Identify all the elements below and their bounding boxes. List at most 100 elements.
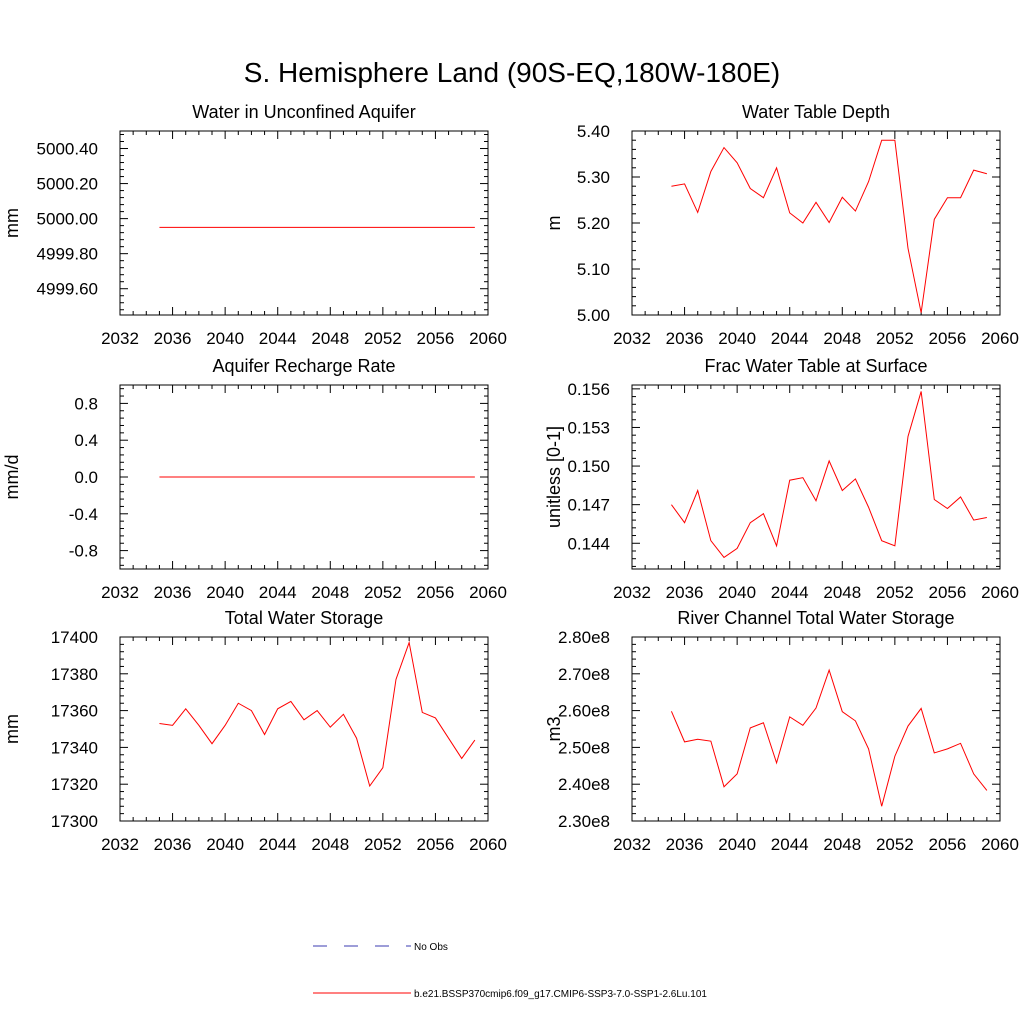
x-tick-label: 2056	[929, 329, 967, 348]
y-tick-label: 0.150	[567, 457, 610, 476]
y-tick-label: 0.147	[567, 496, 610, 515]
y-tick-label: 17300	[51, 812, 98, 831]
series-line-model	[159, 640, 476, 788]
y-tick-label: 0.153	[567, 418, 610, 437]
x-tick-label: 2036	[154, 329, 192, 348]
chart-title: Water Table Depth	[742, 102, 890, 122]
plot-frame	[631, 384, 1001, 570]
chart-panel-3: Aquifer Recharge Rate 2032 2036 2040 2044 204…	[2, 356, 507, 602]
chart-panel-2: Water Table Depth 2032 2036 2040 2044 2048 205…	[544, 102, 1019, 348]
y-tick-label: 5.10	[577, 260, 610, 279]
y-tick-label: 2.70e8	[558, 665, 610, 684]
y-tick-label: 5000.00	[37, 210, 98, 229]
x-tick-label: 2044	[771, 583, 809, 602]
x-tick-label: 2040	[206, 583, 244, 602]
x-tick-label: 2052	[364, 329, 402, 348]
x-tick-label: 2036	[154, 583, 192, 602]
x-tick-label: 2052	[876, 583, 914, 602]
plot-frame	[119, 130, 489, 316]
y-tick-label: 0.156	[567, 380, 610, 399]
x-tick-label: 2052	[364, 583, 402, 602]
x-tick-label: 2052	[876, 329, 914, 348]
figure-title: S. Hemisphere Land (90S-EQ,180W-180E)	[244, 57, 780, 88]
chart-panel-1: Water in Unconfined Aquifer 2032 2036 2040 2…	[2, 102, 507, 348]
x-tick-label: 2060	[469, 583, 507, 602]
x-tick-label: 2056	[417, 329, 455, 348]
y-tick-label: 17320	[51, 775, 98, 794]
x-tick-label: 2048	[311, 583, 349, 602]
y-tick-label: 5000.40	[37, 140, 98, 159]
y-axis-label: mm	[2, 714, 22, 744]
x-tick-label: 2056	[417, 835, 455, 854]
y-tick-label: 2.50e8	[558, 738, 610, 757]
y-tick-label: 2.80e8	[558, 628, 610, 647]
x-tick-label: 2052	[876, 835, 914, 854]
chart-title: Frac Water Table at Surface	[704, 356, 927, 376]
x-tick-label: 2060	[469, 329, 507, 348]
y-tick-label: 0.4	[74, 431, 98, 450]
x-tick-label: 2036	[666, 329, 704, 348]
y-tick-label: 4999.60	[37, 280, 98, 299]
x-tick-label: 2056	[929, 835, 967, 854]
y-tick-label: 2.40e8	[558, 775, 610, 794]
y-tick-label: 5000.20	[37, 175, 98, 194]
x-tick-label: 2044	[771, 329, 809, 348]
series-line-model	[671, 139, 987, 313]
y-tick-label: 2.30e8	[558, 812, 610, 831]
x-tick-label: 2056	[417, 583, 455, 602]
chart-panel-5: Total Water Storage 2032 2036 2040 2044 2048 2…	[2, 608, 507, 854]
x-tick-label: 2040	[206, 329, 244, 348]
y-tick-label: 4999.80	[37, 245, 98, 264]
x-tick-label: 2044	[259, 835, 297, 854]
y-axis-label: m3	[544, 716, 564, 741]
y-tick-label: 0.0	[74, 468, 98, 487]
x-tick-label: 2048	[311, 329, 349, 348]
y-axis-label: unitless [0-1]	[544, 426, 564, 528]
y-tick-label: -0.4	[69, 505, 98, 524]
plot-frame	[631, 636, 1001, 822]
x-tick-label: 2048	[823, 329, 861, 348]
x-tick-label: 2036	[154, 835, 192, 854]
y-tick-label: 5.30	[577, 168, 610, 187]
y-tick-label: 5.20	[577, 214, 610, 233]
x-tick-label: 2040	[718, 583, 756, 602]
chart-panel-4: Frac Water Table at Surface 2032 2036 2040 2…	[544, 356, 1019, 602]
y-tick-label: 17340	[51, 738, 98, 757]
legend-label: b.e21.BSSP370cmip6.f09_g17.CMIP6-SSP3-7.…	[414, 989, 707, 1000]
chart-panel-6: River Channel Total Water Storage 2032 203…	[544, 608, 1019, 854]
chart-title: Water in Unconfined Aquifer	[192, 102, 415, 122]
y-axis-label: m	[544, 216, 564, 231]
y-tick-label: 17360	[51, 702, 98, 721]
chart-title: Aquifer Recharge Rate	[212, 356, 395, 376]
series-line-model	[671, 391, 987, 559]
legend-item-1: No Obs	[313, 942, 448, 953]
x-tick-label: 2032	[613, 329, 651, 348]
x-tick-label: 2032	[613, 835, 651, 854]
y-tick-label: 0.144	[567, 534, 610, 553]
legend-label: No Obs	[414, 942, 448, 953]
x-tick-label: 2060	[981, 835, 1019, 854]
y-tick-label: 5.40	[577, 122, 610, 141]
x-tick-label: 2040	[718, 329, 756, 348]
x-tick-label: 2048	[823, 583, 861, 602]
x-tick-label: 2044	[259, 329, 297, 348]
y-tick-label: 17380	[51, 665, 98, 684]
x-tick-label: 2032	[101, 583, 139, 602]
x-tick-label: 2044	[259, 583, 297, 602]
chart-title: Total Water Storage	[225, 608, 383, 628]
x-tick-label: 2060	[469, 835, 507, 854]
x-tick-label: 2052	[364, 835, 402, 854]
x-tick-label: 2060	[981, 329, 1019, 348]
chart-title: River Channel Total Water Storage	[677, 608, 954, 628]
y-tick-label: 0.8	[74, 394, 98, 413]
panels: Water in Unconfined Aquifer 2032 2036 2040 2…	[2, 102, 1019, 854]
plot-frame	[631, 130, 1001, 316]
legend-item-2: b.e21.BSSP370cmip6.f09_g17.CMIP6-SSP3-7.…	[313, 989, 707, 1000]
plot-frame	[119, 636, 489, 822]
y-tick-label: 5.00	[577, 306, 610, 325]
x-tick-label: 2048	[311, 835, 349, 854]
x-tick-label: 2040	[206, 835, 244, 854]
y-tick-label: 17400	[51, 628, 98, 647]
series-line-model	[670, 668, 988, 807]
